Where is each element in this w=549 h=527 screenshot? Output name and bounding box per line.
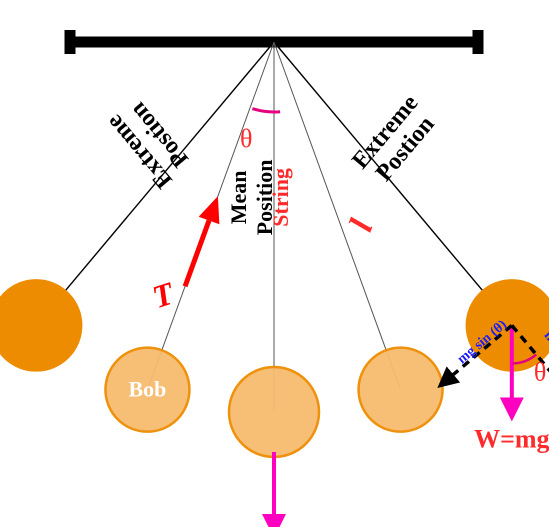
tension-label: T xyxy=(148,274,179,315)
bob-extreme_left xyxy=(0,280,81,370)
theta-label-top: θ xyxy=(240,124,252,153)
theta-arc-top xyxy=(252,109,280,112)
svg-text:String: String xyxy=(268,168,293,227)
length-label: l xyxy=(340,213,378,235)
w-label-right: W=mg xyxy=(474,424,549,453)
pendulum-diagram: BobW=mgW=mgθmg sin (θ)mg cos (θ)TExtreme… xyxy=(0,0,549,527)
bob-label: Bob xyxy=(128,377,166,402)
svg-text:Mean: Mean xyxy=(226,171,251,225)
extreme-right-label: ExtremePostion xyxy=(347,90,443,191)
extreme-left-label: ExtremePostion xyxy=(101,93,197,194)
tension-head xyxy=(199,196,220,224)
string-label: String xyxy=(268,168,293,227)
theta-label-bottom: θ xyxy=(534,357,546,386)
bob-mid_right xyxy=(359,348,443,432)
tension-shaft xyxy=(185,221,209,287)
bob-center xyxy=(229,367,319,457)
